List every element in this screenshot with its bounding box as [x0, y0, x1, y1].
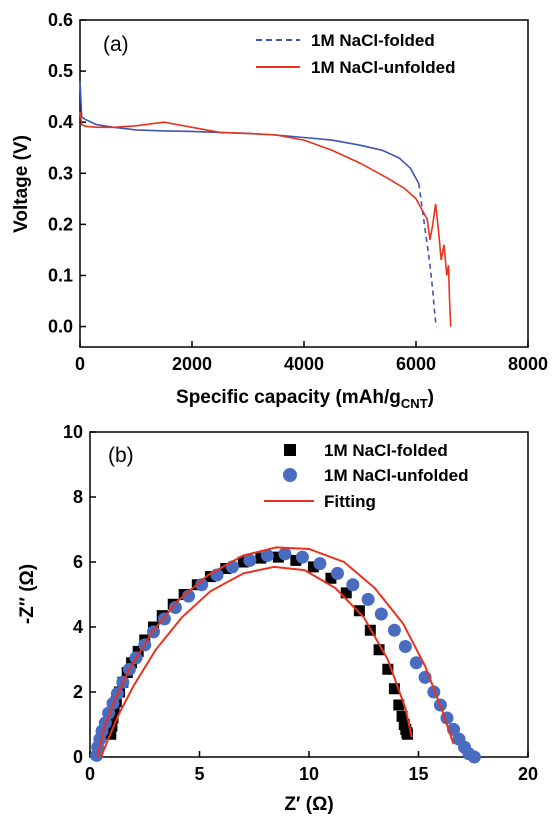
panel-a-ytick-label: 0.2	[48, 214, 73, 234]
folded-data-point	[353, 605, 365, 617]
folded-data-point	[402, 728, 414, 740]
panel-b-ytick-label: 0	[73, 747, 83, 767]
legend-b-folded-label: 1M NaCl-folded	[324, 441, 448, 460]
unfolded-data-point	[387, 623, 401, 637]
unfolded-data-point	[467, 750, 481, 764]
panel-b-xtick-label: 5	[194, 764, 204, 784]
panel-b-legend: 1M NaCl-folded 1M NaCl-unfolded Fitting	[264, 441, 469, 511]
folded-data-point	[132, 645, 144, 657]
folded-data-point	[393, 699, 405, 711]
folded-data-point	[107, 712, 119, 724]
unfolded-data-point	[398, 640, 412, 653]
unfolded-data-point	[278, 547, 292, 561]
panel-b-xticks: 0 5 10 15 20	[85, 751, 538, 784]
panel-a-legend: 1M NaCl-folded 1M NaCl-unfolded	[256, 31, 456, 77]
folded-data-point	[373, 644, 385, 656]
panel-b-yticks: 0 2 4 6 8 10	[63, 422, 96, 767]
unfolded-data-point	[409, 656, 423, 670]
series-unfolded-line	[79, 111, 452, 327]
unfolded-data-point	[346, 578, 360, 592]
panel-b-xtick-label: 10	[299, 764, 319, 784]
panel-a-xlabel-main: Specific capacity (mAh/g	[176, 387, 401, 408]
unfolded-data-point	[330, 566, 344, 580]
panel-a-ytick-label: 0.5	[48, 61, 73, 81]
panel-b-series	[90, 546, 481, 764]
folded-data-point	[388, 683, 400, 695]
folded-data-point	[272, 551, 284, 563]
panel-b-ytick-label: 10	[63, 422, 83, 442]
panel-a-ylabel: Voltage (V)	[11, 135, 32, 233]
panel-b-ytick-label: 6	[73, 552, 83, 572]
unfolded-data-point	[295, 550, 309, 564]
panel-b-label: (b)	[108, 444, 134, 467]
unfolded-data-point	[260, 549, 274, 562]
panel-a-label: (a)	[103, 33, 129, 56]
folded-data-point	[396, 710, 408, 722]
panel-a-ytick-label: 0.3	[48, 163, 73, 183]
folded-data-point	[220, 563, 232, 574]
unfolded-data-point	[243, 553, 257, 567]
legend-a-unfolded-label: 1M NaCl-unfolded	[311, 58, 456, 77]
fitting-curve	[100, 565, 413, 758]
panel-a-ytick-label: 0.4	[48, 112, 73, 132]
panel-a-xtick-label: 6000	[396, 354, 436, 374]
unfolded-data-point	[182, 589, 196, 603]
panel-a: 0.00.10.20.30.40.50.6 0 2000 4000 6000 8000 …	[11, 10, 548, 411]
panel-b-ytick-label: 2	[73, 682, 83, 702]
panel-b-xlabel: Z′ (Ω)	[284, 794, 333, 815]
panel-a-series	[79, 81, 452, 327]
unfolded-data-point	[361, 592, 375, 606]
legend-b-fitting-label: Fitting	[324, 492, 376, 511]
series-folded-line-dashed-tail	[418, 183, 437, 327]
folded-data-point	[382, 663, 394, 675]
legend-b-unfolded-marker	[283, 468, 297, 482]
panel-a-xlabel: Specific capacity (mAh/gCNT)	[176, 387, 434, 411]
panel-a-xtick-label: 8000	[508, 354, 548, 374]
panel-a-xtick-label: 0	[75, 354, 85, 374]
panel-b-xtick-label: 15	[408, 764, 428, 784]
panel-a-xtick-label: 4000	[284, 354, 324, 374]
panel-a-yticks: 0.0 0.1 0.2 0.3 0.4 0.5 0.6	[48, 10, 86, 337]
panel-a-xlabel-sub: CNT	[401, 396, 428, 411]
folded-data-point	[204, 571, 216, 583]
unfolded-data-point	[168, 601, 182, 614]
unfolded-data-point	[374, 607, 388, 621]
panel-a-xticks: 0 2000 4000 6000 8000	[75, 341, 548, 374]
folded-data-point	[325, 572, 337, 584]
legend-a-folded-label: 1M NaCl-folded	[311, 31, 435, 50]
folded-data-point	[106, 720, 118, 732]
folded-data-point	[126, 657, 138, 669]
panel-a-plot-frame	[79, 19, 529, 348]
folded-data-point	[307, 561, 319, 573]
panel-a-ytick-label: 0.1	[48, 265, 73, 285]
panel-a-ytick-label: 0.6	[48, 10, 73, 30]
unfolded-data-point	[313, 557, 327, 571]
folded-data-point	[290, 554, 302, 566]
panel-b-xtick-label: 0	[85, 764, 95, 784]
legend-b-unfolded-label: 1M NaCl-unfolded	[324, 466, 469, 485]
legend-b-folded-marker	[284, 444, 296, 456]
unfolded-data-point	[195, 578, 209, 592]
folded-data-point	[237, 556, 249, 568]
folded-data-point	[340, 587, 352, 599]
panel-b-xtick-label: 20	[518, 764, 538, 784]
panel-b-ylabel: -Z″ (Ω)	[17, 564, 38, 624]
panel-a-xlabel-end: )	[428, 387, 434, 408]
fitting-curve	[96, 546, 455, 758]
panel-b-ytick-label: 8	[73, 487, 83, 507]
panel-a-ytick-label: 0.0	[48, 317, 73, 337]
panel-b-ytick-label: 4	[73, 617, 83, 637]
panel-b: 0 2 4 6 8 10 0 5 10 15 20 (b) 1M NaCl-folded 1M N…	[17, 422, 538, 815]
panel-a-xtick-label: 2000	[172, 354, 212, 374]
folded-data-point	[255, 552, 267, 564]
